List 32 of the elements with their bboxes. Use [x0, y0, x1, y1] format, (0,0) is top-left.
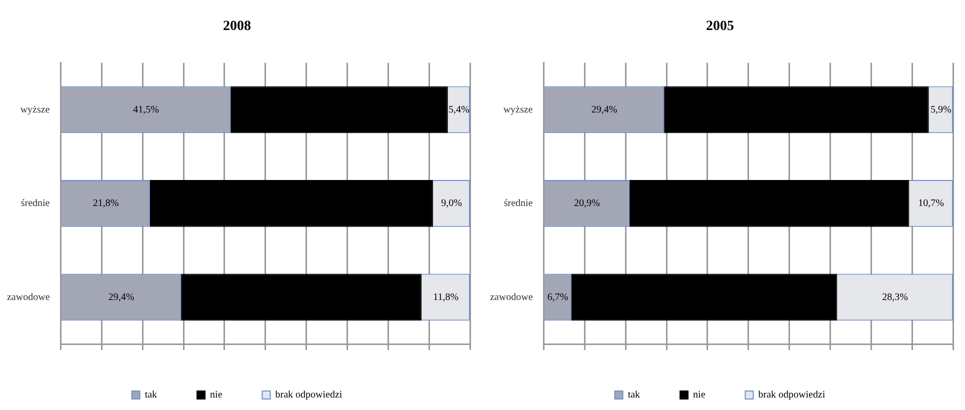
data-label: 6,7%: [547, 292, 568, 303]
y-tick-label: średnie: [20, 198, 50, 210]
legend-label: brak odpowiedzi: [275, 390, 342, 401]
bar: [571, 274, 838, 321]
data-label: 29,4%: [591, 104, 618, 116]
data-label: 41,5%: [133, 104, 159, 116]
data-label: 11,8%: [433, 292, 459, 303]
legend-label: brak odpowiedzi: [758, 390, 826, 401]
data-label: 28,3%: [882, 292, 908, 303]
bar: [230, 86, 448, 134]
y-tick-label: średnie: [504, 198, 534, 210]
bar: [150, 180, 434, 227]
data-label: 9,0%: [441, 198, 462, 210]
data-label: 5,4%: [448, 104, 470, 116]
y-tick-label: zawodowe: [6, 292, 50, 303]
bar: [181, 274, 422, 321]
data-label: 20,9%: [574, 198, 600, 210]
y-tick-label: wyższe: [20, 104, 50, 116]
data-label: 29,4%: [108, 292, 134, 303]
legend-label: nie: [210, 390, 223, 401]
data-label: 5,9%: [930, 104, 952, 116]
bar: [664, 86, 929, 134]
y-tick-label: wyższe: [503, 104, 534, 116]
legend-label: nie: [693, 390, 706, 401]
y-tick-label: zawodowe: [490, 292, 534, 303]
legend-label: tak: [144, 390, 158, 401]
chart-title: 2005: [706, 19, 734, 34]
bar: [629, 180, 910, 227]
chart-title: 2008: [223, 19, 251, 34]
legend-label: tak: [628, 390, 640, 401]
data-label: 21,8%: [92, 198, 119, 210]
data-label: 10,7%: [918, 198, 944, 210]
